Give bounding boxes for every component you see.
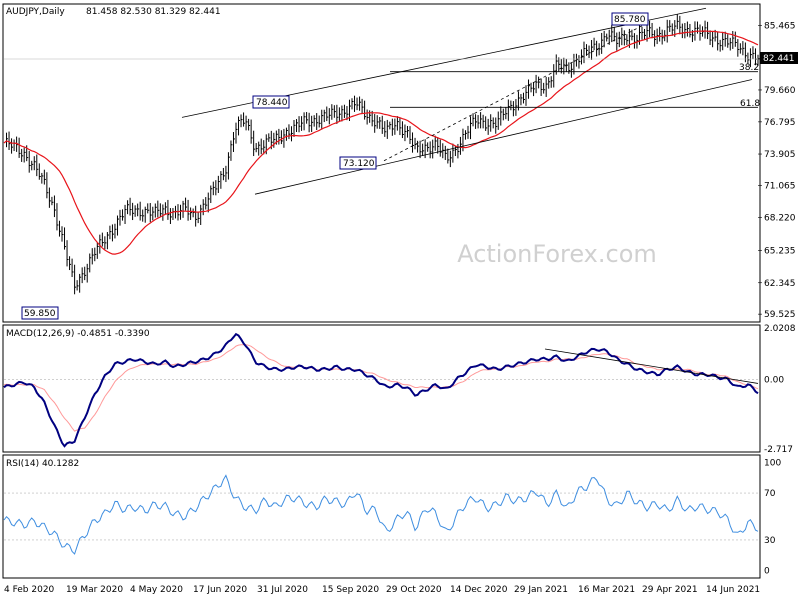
price-axis-tick: 79.660 (764, 86, 796, 96)
date-axis-tick: 19 Mar 2020 (66, 585, 123, 595)
price-axis-tick: 59.525 (764, 310, 796, 320)
label-low: 59.850 (24, 309, 56, 319)
price-axis-tick: 71.065 (764, 182, 796, 192)
date-axis-tick: 15 Sep 2020 (322, 585, 379, 595)
price-axis-tick: 68.220 (764, 213, 796, 223)
fib-38-label: 38.2 (739, 63, 759, 73)
date-axis-tick: 4 Feb 2020 (4, 585, 55, 595)
chart-symbol-timeframe: AUDJPY,Daily (6, 7, 65, 17)
price-tag-box (760, 52, 798, 64)
date-axis-tick: 16 Mar 2021 (578, 585, 635, 595)
macd-title: MACD(12,26,9) -0.4851 -0.3390 (6, 329, 150, 339)
price-axis-tick: 73.905 (764, 150, 796, 160)
chart-ohlc: 81.458 82.530 81.329 82.441 (86, 7, 221, 17)
label-high: 85.780 (614, 15, 646, 25)
price-axis-tick: 85.465 (764, 21, 796, 31)
date-axis-tick: 14 Jun 2021 (706, 585, 760, 595)
price-axis-tick: 65.235 (764, 247, 796, 257)
channel-lower-line (254, 79, 753, 195)
trend-dashed-line (383, 21, 651, 162)
rsi-panel-frame (2, 454, 761, 579)
date-axis-tick: 29 Jan 2021 (514, 585, 568, 595)
label-box-78440 (252, 95, 290, 109)
macd-signal-line (3, 344, 759, 432)
macd-line (3, 332, 759, 448)
macd-trend-line (544, 348, 759, 384)
moving-average-line (3, 30, 759, 255)
watermark: ActionForex.com (457, 240, 657, 268)
macd-panel-frame (2, 324, 761, 453)
date-axis-tick: 31 Jul 2020 (257, 585, 308, 595)
rsi-axis-tick: 100 (764, 459, 781, 469)
date-axis-tick: 29 Apr 2021 (642, 585, 698, 595)
rsi-axis-tick: 70 (764, 489, 776, 499)
label-73120: 73.120 (343, 159, 375, 169)
label-box-73120 (339, 156, 377, 170)
fib-61-label: 61.8 (740, 99, 760, 109)
rsi-axis-tick: 0 (764, 566, 770, 576)
macd-axis-tick: -2.717 (764, 445, 793, 455)
date-axis-tick: 4 May 2020 (130, 585, 183, 595)
macd-axis-tick: 2.0208 (764, 324, 796, 334)
macd-axis-tick: 0.00 (764, 376, 784, 386)
price-axis-tick: 62.345 (764, 279, 796, 289)
rsi-axis-tick: 30 (764, 536, 776, 546)
price-panel-frame (2, 3, 761, 323)
rsi-line (3, 474, 759, 555)
label-78440: 78.440 (256, 98, 288, 108)
price-tag: 82.441 (763, 54, 795, 64)
date-axis-tick: 14 Dec 2020 (450, 585, 508, 595)
label-box-high (611, 12, 649, 26)
rsi-title: RSI(14) 40.1282 (6, 459, 79, 469)
date-axis-tick: 29 Oct 2020 (386, 585, 442, 595)
price-axis-tick: 76.795 (764, 118, 796, 128)
date-axis-tick: 17 Jun 2020 (193, 585, 247, 595)
label-box-low (21, 306, 59, 320)
